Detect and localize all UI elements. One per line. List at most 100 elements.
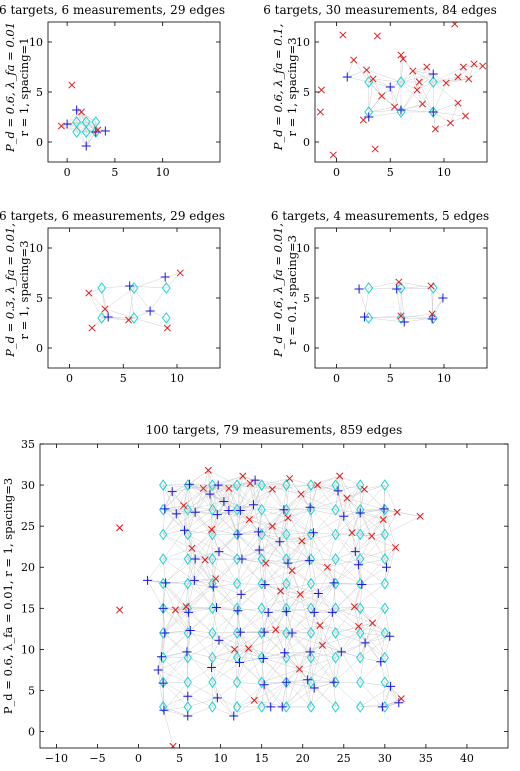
target-marker <box>331 528 340 541</box>
false-alarm-marker <box>88 324 96 332</box>
association-edge <box>218 640 238 658</box>
association-edge <box>162 608 191 631</box>
y-axis-label-line-2: r = 1, spacing=3 <box>285 37 299 136</box>
association-edge <box>149 287 167 312</box>
association-edge <box>261 611 287 634</box>
association-edge <box>416 89 423 105</box>
association-edge <box>346 488 365 499</box>
target-marker <box>208 553 217 565</box>
association-edge <box>261 526 273 560</box>
target-marker <box>208 479 217 491</box>
association-edge <box>384 682 400 703</box>
association-edge <box>184 530 213 560</box>
target-marker <box>183 651 192 664</box>
association-edge <box>258 531 280 542</box>
association-edge <box>254 682 287 701</box>
detection-marker <box>283 558 293 568</box>
false-alarm-marker <box>397 695 405 703</box>
association-edge <box>309 507 314 533</box>
association-edge <box>259 534 287 551</box>
association-edge <box>390 81 402 88</box>
association-edge <box>217 501 225 515</box>
association-edge <box>162 583 187 607</box>
association-edge <box>286 682 315 689</box>
association-edge <box>261 583 287 612</box>
association-edge <box>163 548 192 560</box>
y-tick-label: 30 <box>21 479 35 492</box>
association-edge <box>212 519 250 535</box>
association-edge <box>254 684 265 701</box>
association-edge <box>368 106 395 113</box>
association-edge <box>248 648 264 659</box>
detection-marker <box>427 314 437 324</box>
axes-frame <box>47 227 221 369</box>
detection-marker <box>189 575 199 585</box>
association-edge <box>287 562 312 584</box>
association-edge <box>194 559 206 581</box>
target-marker <box>208 577 217 590</box>
detection-marker <box>214 547 224 557</box>
target-marker <box>81 126 91 138</box>
association-edge <box>384 657 391 687</box>
association-edge <box>355 551 385 560</box>
association-edge <box>187 488 204 510</box>
association-edge <box>175 606 187 611</box>
false-alarm-marker <box>470 60 478 68</box>
association-edge <box>204 551 220 561</box>
association-edge <box>233 682 238 716</box>
association-edge <box>233 706 262 717</box>
target-marker <box>161 312 171 324</box>
detection-marker <box>396 105 406 115</box>
false-alarm-marker <box>373 32 381 40</box>
association-edge <box>360 682 383 708</box>
association-edge <box>187 558 216 579</box>
association-edge <box>162 682 188 708</box>
false-alarm-marker <box>431 125 439 133</box>
association-edge <box>184 509 213 531</box>
association-edge <box>217 697 234 717</box>
y-axis-label: P_d = 0.6, λ_fa = 0.01, r = 1, spacing=3 <box>1 478 15 714</box>
association-edge <box>249 509 287 520</box>
association-edge <box>223 501 241 511</box>
association-edge <box>261 509 289 519</box>
association-edge <box>176 509 188 515</box>
association-edge <box>163 682 188 697</box>
x-tick-label: 10 <box>156 166 170 179</box>
panel-middle-left: 6 targets, 6 measurements, 29 edges P_d … <box>0 209 225 385</box>
association-edge <box>216 607 238 634</box>
association-edge <box>310 651 336 658</box>
association-edge <box>343 484 361 517</box>
detection-marker <box>329 677 339 687</box>
association-edge <box>360 702 399 708</box>
association-edge <box>212 632 235 650</box>
association-edge <box>187 586 214 609</box>
target-marker <box>356 553 365 565</box>
association-edge <box>359 535 372 560</box>
association-edge <box>212 501 225 510</box>
association-edge <box>175 609 191 631</box>
association-edge <box>240 608 262 633</box>
detection-marker <box>304 556 314 566</box>
target-marker <box>159 528 168 541</box>
target-marker <box>232 528 242 541</box>
association-edge <box>163 484 173 492</box>
detection-marker <box>329 578 339 588</box>
association-edge <box>289 478 312 486</box>
association-edge <box>164 505 184 510</box>
target-marker <box>380 528 389 541</box>
association-edge <box>264 584 281 592</box>
x-tick-label: 5 <box>176 752 183 765</box>
association-edge <box>101 285 130 289</box>
false-alarm-marker <box>188 544 196 552</box>
target-marker <box>232 676 242 689</box>
false-alarm-marker <box>57 122 65 130</box>
association-edge <box>382 519 386 535</box>
target-marker <box>356 651 365 664</box>
association-edge <box>261 570 293 584</box>
association-edge <box>314 612 336 634</box>
association-edge <box>236 558 242 595</box>
association-edge <box>272 526 280 542</box>
association-edge <box>258 531 287 560</box>
association-edges <box>61 109 106 147</box>
association-edge <box>213 558 238 588</box>
